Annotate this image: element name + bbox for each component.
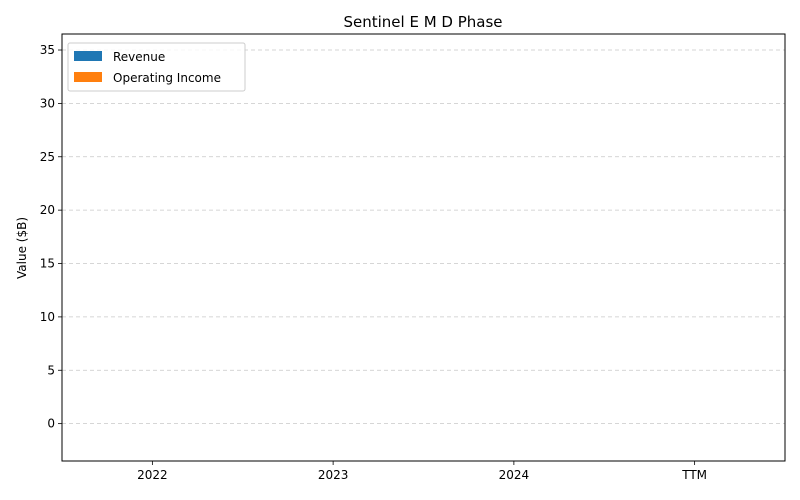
grid-lines: [62, 49, 785, 425]
chart-title: Sentinel E M D Phase: [343, 13, 502, 31]
legend-frame: [67, 42, 246, 92]
y-tick-label: 35: [40, 43, 55, 57]
legend-swatch-operating-income: [74, 72, 102, 82]
x-tick-label: 2024: [499, 468, 530, 482]
y-axis: 0 5 10 15 20 25 30 35: [40, 43, 62, 431]
y-tick-label: 30: [40, 96, 55, 110]
y-tick-label: 15: [40, 257, 55, 271]
y-tick-label: 5: [47, 363, 55, 377]
x-axis: 2022 2023 2024 TTM: [137, 461, 707, 482]
legend-swatch-revenue: [74, 51, 102, 61]
y-axis-label: Value ($B): [15, 217, 29, 279]
y-tick-label: 20: [40, 203, 55, 217]
legend-label-revenue: Revenue: [113, 50, 165, 64]
x-tick-label: 2023: [318, 468, 349, 482]
legend-label-operating-income: Operating Income: [113, 71, 221, 85]
legend: Revenue Operating Income: [67, 42, 246, 92]
x-tick-label: 2022: [137, 468, 168, 482]
y-tick-label: 25: [40, 150, 55, 164]
y-tick-label: 0: [47, 417, 55, 431]
plot-area-frame: [61, 33, 786, 462]
y-tick-label: 10: [40, 310, 55, 324]
x-tick-label: TTM: [681, 468, 707, 482]
